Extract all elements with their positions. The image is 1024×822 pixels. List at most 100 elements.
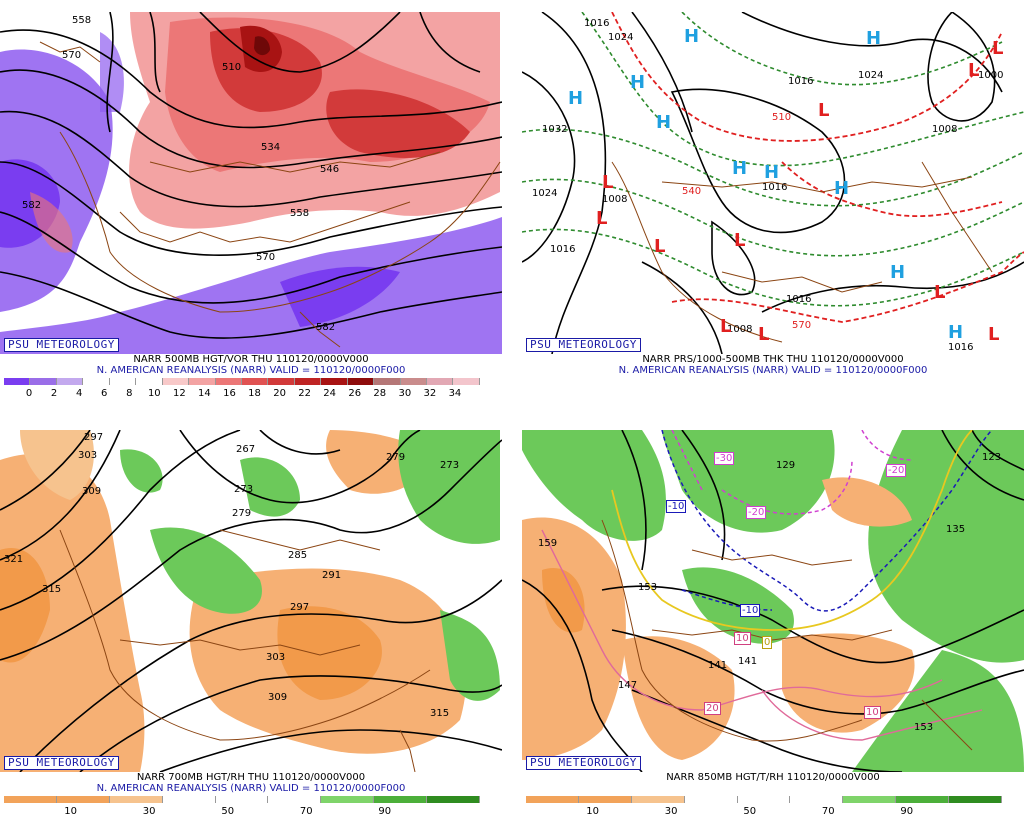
rh-colorbar bbox=[526, 796, 1003, 803]
contour-label: 273 bbox=[440, 460, 460, 471]
isobar-label: 1016 bbox=[788, 76, 814, 87]
colorbar-label: 6 bbox=[101, 388, 108, 399]
low-pressure-icon: L bbox=[602, 172, 614, 193]
colorbar-swatch bbox=[56, 796, 110, 803]
colorbar-swatch bbox=[136, 378, 163, 385]
colorbar-label: 30 bbox=[664, 806, 678, 817]
vorticity-map-svg bbox=[0, 12, 502, 354]
high-pressure-icon: H bbox=[948, 322, 964, 343]
colorbar-swatch bbox=[268, 796, 322, 803]
contour-label: 291 bbox=[322, 570, 342, 581]
contour-label: 273 bbox=[234, 484, 254, 495]
low-pressure-icon: L bbox=[596, 208, 608, 229]
contour-label: 510 bbox=[222, 62, 242, 73]
isobar-label: 1016 bbox=[786, 294, 812, 305]
contour-label: 321 bbox=[4, 554, 24, 565]
high-pressure-icon: H bbox=[684, 26, 700, 47]
low-pressure-icon: L bbox=[818, 100, 830, 121]
colorbar-label: 14 bbox=[198, 388, 211, 399]
colorbar-swatch bbox=[400, 378, 427, 385]
panel-valid-time: N. AMERICAN REANALYSIS (NARR) VALID = 11… bbox=[618, 365, 928, 376]
colorbar-label: 70 bbox=[821, 806, 835, 817]
colorbar-label: 16 bbox=[223, 388, 236, 399]
panel-500mb-vorticity: 558 570 510 534 546 558 582 570 582 PSU … bbox=[0, 0, 502, 404]
rh-colorbar bbox=[4, 796, 481, 803]
isobar-label: 1024 bbox=[858, 70, 884, 81]
panel-title: NARR 850MB HGT/T/RH 110120/0000V000 bbox=[666, 772, 880, 783]
colorbar-label: 12 bbox=[172, 388, 186, 399]
contour-label: 303 bbox=[78, 450, 98, 461]
colorbar-label: 4 bbox=[75, 388, 83, 399]
isobar-label: 1024 bbox=[608, 32, 634, 43]
low-pressure-icon: L bbox=[654, 236, 666, 257]
colorbar-label: 22 bbox=[298, 388, 311, 399]
isobar-label: 1016 bbox=[762, 182, 788, 193]
contour-label: 570 bbox=[62, 50, 82, 61]
panel-title: NARR PRS/1000-500MB THK THU 110120/0000V… bbox=[642, 354, 904, 365]
colorbar-swatch bbox=[83, 378, 110, 385]
rh-colorbar-labels: 10 30 50 70 90 bbox=[4, 806, 480, 818]
colorbar-swatch bbox=[790, 796, 844, 803]
colorbar-label: 90 bbox=[900, 806, 914, 817]
high-pressure-icon: H bbox=[568, 88, 584, 109]
colorbar-swatch bbox=[162, 378, 190, 385]
temperature-label: 10 bbox=[734, 632, 751, 645]
colorbar-label: 30 bbox=[398, 388, 412, 399]
colorbar-label: 50 bbox=[743, 806, 757, 817]
high-pressure-icon: H bbox=[732, 158, 748, 179]
colorbar-label: 20 bbox=[273, 388, 286, 399]
psu-meteorology-badge: PSU METEOROLOGY bbox=[526, 756, 641, 770]
low-pressure-icon: L bbox=[988, 324, 1000, 345]
panel-valid-time: N. AMERICAN REANALYSIS (NARR) VALID = 11… bbox=[96, 365, 406, 376]
contour-label: 534 bbox=[261, 142, 281, 153]
contour-label: 546 bbox=[320, 164, 340, 175]
colorbar-swatch bbox=[896, 796, 950, 803]
colorbar-swatch bbox=[631, 796, 685, 803]
contour-label: 267 bbox=[236, 444, 256, 455]
contour-label: 279 bbox=[386, 452, 406, 463]
thickness-label: 570 bbox=[792, 320, 812, 331]
temperature-label: -10 bbox=[666, 500, 687, 513]
colorbar-swatch bbox=[321, 378, 348, 385]
psu-meteorology-badge: PSU METEOROLOGY bbox=[4, 756, 119, 770]
isobar-label: 1016 bbox=[948, 342, 974, 353]
low-pressure-icon: L bbox=[934, 282, 946, 303]
contour-label: 279 bbox=[232, 508, 252, 519]
panel-title: NARR 700MB HGT/RH THU 110120/0000V000 bbox=[136, 772, 366, 783]
colorbar-swatch bbox=[30, 378, 57, 385]
colorbar-swatch bbox=[737, 796, 791, 803]
thickness-label: 510 bbox=[772, 112, 792, 123]
colorbar-label: 24 bbox=[323, 388, 337, 399]
colorbar-swatch bbox=[427, 378, 454, 385]
temperature-label: -20 bbox=[746, 506, 767, 519]
colorbar-label: 70 bbox=[299, 806, 313, 817]
thickness-label: 540 bbox=[682, 186, 702, 197]
colorbar-label: 90 bbox=[378, 806, 392, 817]
rh700-map: 297 303 309 267 273 279 279 273 321 315 … bbox=[0, 430, 502, 772]
height-label: 141 bbox=[708, 660, 728, 671]
colorbar-swatch bbox=[109, 796, 163, 803]
psu-meteorology-badge: PSU METEOROLOGY bbox=[4, 338, 119, 352]
contour-label: 315 bbox=[430, 708, 450, 719]
high-pressure-icon: H bbox=[630, 72, 646, 93]
colorbar-label: 30 bbox=[142, 806, 156, 817]
colorbar-swatch bbox=[453, 378, 480, 385]
contour-label: 570 bbox=[256, 252, 276, 263]
contour-label: 558 bbox=[72, 15, 92, 26]
contour-label: 582 bbox=[22, 200, 42, 211]
colorbar-swatch bbox=[578, 796, 632, 803]
panel-pressure-thickness: 1016 1024 1032 1024 1016 1016 1024 1016 … bbox=[522, 0, 1024, 404]
colorbar-swatch bbox=[684, 796, 738, 803]
colorbar-swatch bbox=[241, 378, 269, 385]
contour-label: 309 bbox=[82, 486, 102, 497]
high-pressure-icon: H bbox=[890, 262, 906, 283]
contour-label: 303 bbox=[266, 652, 286, 663]
rh850-map: 129 159 135 153 141 147 141 153 123 -30 … bbox=[522, 430, 1024, 772]
panel-850mb-temp-rh: 129 159 135 153 141 147 141 153 123 -30 … bbox=[522, 418, 1024, 822]
panel-valid-time: N. AMERICAN REANALYSIS (NARR) VALID = 11… bbox=[96, 783, 406, 794]
colorbar-label: 2 bbox=[50, 388, 58, 399]
colorbar-swatch bbox=[215, 378, 242, 385]
colorbar-swatch bbox=[109, 378, 137, 385]
isobar-label: 1016 bbox=[584, 18, 610, 29]
isobar-label: 1032 bbox=[542, 124, 568, 135]
